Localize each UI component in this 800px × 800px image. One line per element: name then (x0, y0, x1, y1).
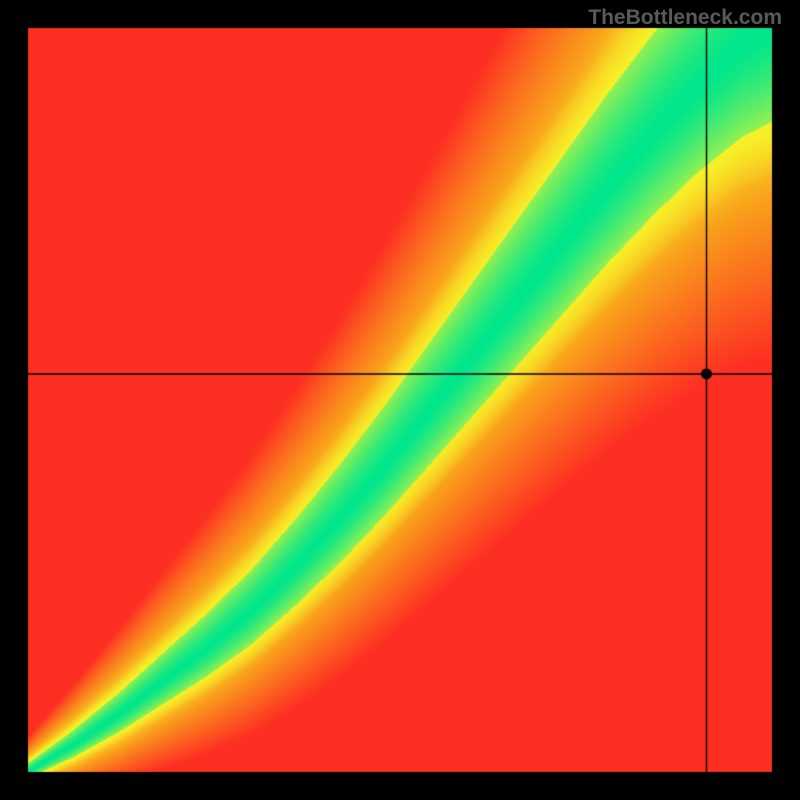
bottleneck-heatmap (0, 0, 800, 800)
watermark-text: TheBottleneck.com (588, 6, 782, 30)
